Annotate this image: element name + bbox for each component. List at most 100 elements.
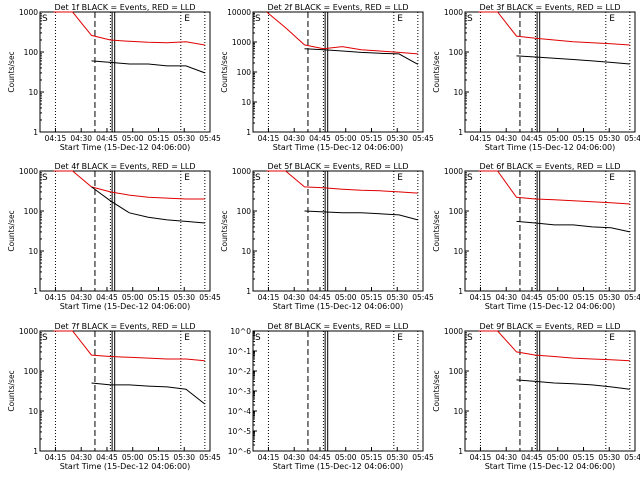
start-marker: S (467, 14, 473, 24)
y-tick-label: 10 (241, 247, 251, 256)
end-marker: E (397, 333, 403, 343)
x-tick-label: 05:30 (598, 293, 620, 302)
plot-frame (252, 170, 424, 292)
y-tick-label: 100 (237, 68, 252, 77)
y-tick-label: 10 (28, 407, 38, 416)
y-tick-label: 10 (453, 407, 463, 416)
x-tick-label: 05:15 (148, 293, 170, 302)
y-tick-label: 1000 (19, 167, 38, 176)
start-marker: S (42, 333, 48, 343)
series-line-red (478, 170, 630, 205)
x-tick-label: 05:45 (412, 453, 434, 462)
x-tick-label: 05:15 (361, 134, 383, 143)
x-tick-label: 05:00 (335, 453, 357, 462)
x-tick-label: 05:45 (199, 134, 221, 143)
y-tick-label: 10 (453, 88, 463, 97)
y-tick-label: 1 (33, 128, 38, 137)
panel-title: Det 2f BLACK = Events, RED = LLD (267, 3, 408, 12)
x-tick-label: 05:00 (547, 453, 569, 462)
x-tick-label: 05:45 (412, 134, 434, 143)
x-tick-label: 04:30 (283, 134, 305, 143)
series-line-black (516, 220, 630, 233)
x-tick-label: 05:15 (148, 134, 170, 143)
series-line-black (91, 382, 206, 405)
y-axis-label: Counts/sec (220, 51, 229, 92)
series-line-black (91, 60, 205, 74)
start-marker: S (42, 14, 48, 24)
x-tick-label: 04:15 (470, 293, 492, 302)
x-tick-label: 04:30 (70, 453, 92, 462)
x-tick-label: 04:15 (470, 453, 492, 462)
y-tick-label: 1000 (444, 327, 463, 336)
end-marker: E (184, 14, 190, 24)
y-axis-label: Counts/sec (432, 51, 441, 92)
x-axis-label: Start Time (15-Dec-12 04:06:00) (485, 302, 616, 311)
y-tick-label: 1000 (232, 167, 251, 176)
x-tick-label: 04:30 (70, 293, 92, 302)
end-marker: E (184, 173, 190, 183)
y-tick-label: 10^-4 (228, 407, 252, 416)
y-tick-label: 10^-2 (228, 367, 252, 376)
plot-frame (464, 170, 636, 292)
x-tick-label: 05:00 (547, 293, 569, 302)
x-tick-label: 04:45 (309, 134, 331, 143)
start-marker: S (255, 14, 261, 24)
x-tick-label: 04:45 (521, 134, 543, 143)
x-tick-label: 04:15 (258, 293, 280, 302)
x-tick-label: 04:30 (495, 453, 517, 462)
x-tick-label: 05:45 (412, 293, 434, 302)
y-tick-label: 100 (24, 367, 39, 376)
x-tick-label: 05:00 (122, 293, 144, 302)
x-tick-label: 05:00 (122, 134, 144, 143)
plot-frame (252, 330, 424, 452)
y-tick-label: 1000 (19, 327, 38, 336)
y-tick-label: 10 (241, 98, 251, 107)
y-tick-label: 1000 (19, 8, 38, 17)
x-tick-label: 04:45 (96, 293, 118, 302)
x-tick-label: 05:15 (148, 453, 170, 462)
y-tick-label: 1000 (444, 8, 463, 17)
y-tick-label: 1 (458, 287, 463, 296)
start-marker: S (255, 173, 261, 183)
x-tick-label: 04:45 (96, 134, 118, 143)
y-tick-label: 10^0 (230, 327, 251, 336)
x-tick-label: 05:30 (173, 293, 195, 302)
plot-frame (252, 11, 424, 133)
x-tick-label: 05:45 (199, 293, 221, 302)
x-tick-label: 05:30 (598, 453, 620, 462)
x-axis-label: Start Time (15-Dec-12 04:06:00) (60, 302, 191, 311)
x-tick-label: 04:15 (470, 134, 492, 143)
y-axis-label: Counts/sec (220, 210, 229, 251)
y-tick-label: 1 (458, 128, 463, 137)
panel-title: Det 7f BLACK = Events, RED = LLD (54, 322, 195, 331)
y-axis-label: Counts/sec (432, 210, 441, 251)
end-marker: E (397, 173, 403, 183)
y-tick-label: 10000 (227, 8, 251, 17)
y-tick-label: 10 (28, 88, 38, 97)
y-tick-label: 1 (33, 287, 38, 296)
x-tick-label: 05:45 (624, 453, 640, 462)
x-tick-label: 05:45 (199, 453, 221, 462)
series-line-red (266, 170, 418, 194)
end-marker: E (397, 14, 403, 24)
plot-frame (464, 330, 636, 452)
x-tick-label: 05:30 (173, 453, 195, 462)
series-line-red (53, 11, 205, 46)
y-tick-label: 10 (28, 247, 38, 256)
series-line-red (478, 11, 630, 46)
y-tick-label: 10^-1 (228, 347, 252, 356)
series-line-black (91, 186, 205, 224)
x-tick-label: 04:45 (521, 293, 543, 302)
panel-title: Det 6f BLACK = Events, RED = LLD (479, 162, 620, 171)
panel-title: Det 8f BLACK = Events, RED = LLD (267, 322, 408, 331)
x-tick-label: 04:15 (45, 134, 67, 143)
x-tick-label: 05:45 (624, 134, 640, 143)
y-tick-label: 1 (246, 287, 251, 296)
x-tick-label: 04:45 (309, 293, 331, 302)
y-tick-label: 100 (24, 48, 39, 57)
